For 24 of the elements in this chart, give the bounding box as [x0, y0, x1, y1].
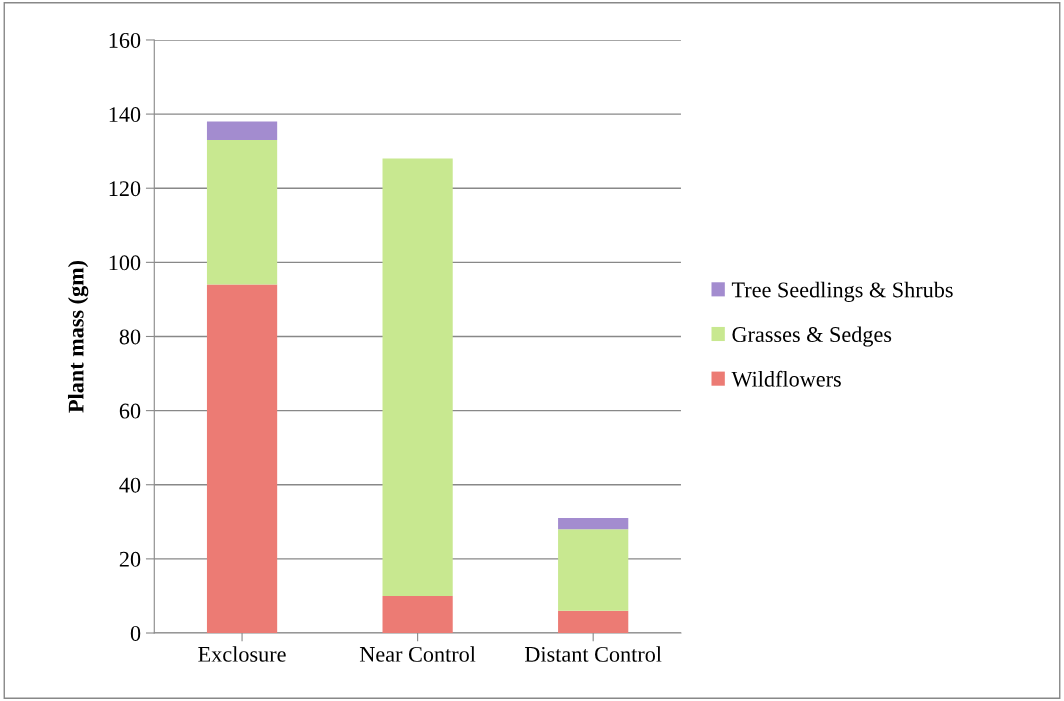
bar: [382, 158, 453, 596]
y-tick-label: 40: [119, 477, 141, 493]
bar: [382, 595, 453, 633]
legend-label: Tree Seedlings & Shrubs: [731, 281, 953, 302]
x-tick-label: Near Control: [359, 646, 476, 662]
bar: [206, 284, 278, 633]
legend-label: Grasses & Sedges: [732, 326, 892, 347]
y-tick-label: 80: [119, 329, 141, 345]
y-tick-label: 140: [109, 107, 141, 123]
bar: [558, 610, 629, 633]
bar: [558, 518, 629, 530]
y-tick-label: 60: [119, 403, 141, 419]
y-tick-label: 0: [130, 625, 141, 641]
y-axis-title: Plant mass (gm): [67, 260, 89, 413]
y-tick-label: 120: [109, 181, 141, 197]
x-tick-label: Distant Control: [524, 646, 662, 662]
legend-label: Wildflowers: [731, 370, 841, 387]
bar: [206, 121, 278, 141]
y-tick-label: 20: [119, 551, 141, 567]
bar: [558, 529, 629, 611]
y-tick-label: 100: [109, 255, 141, 271]
y-tick-label: 160: [109, 32, 141, 48]
x-tick-label: Exclosure: [198, 646, 286, 662]
bar: [206, 140, 278, 285]
